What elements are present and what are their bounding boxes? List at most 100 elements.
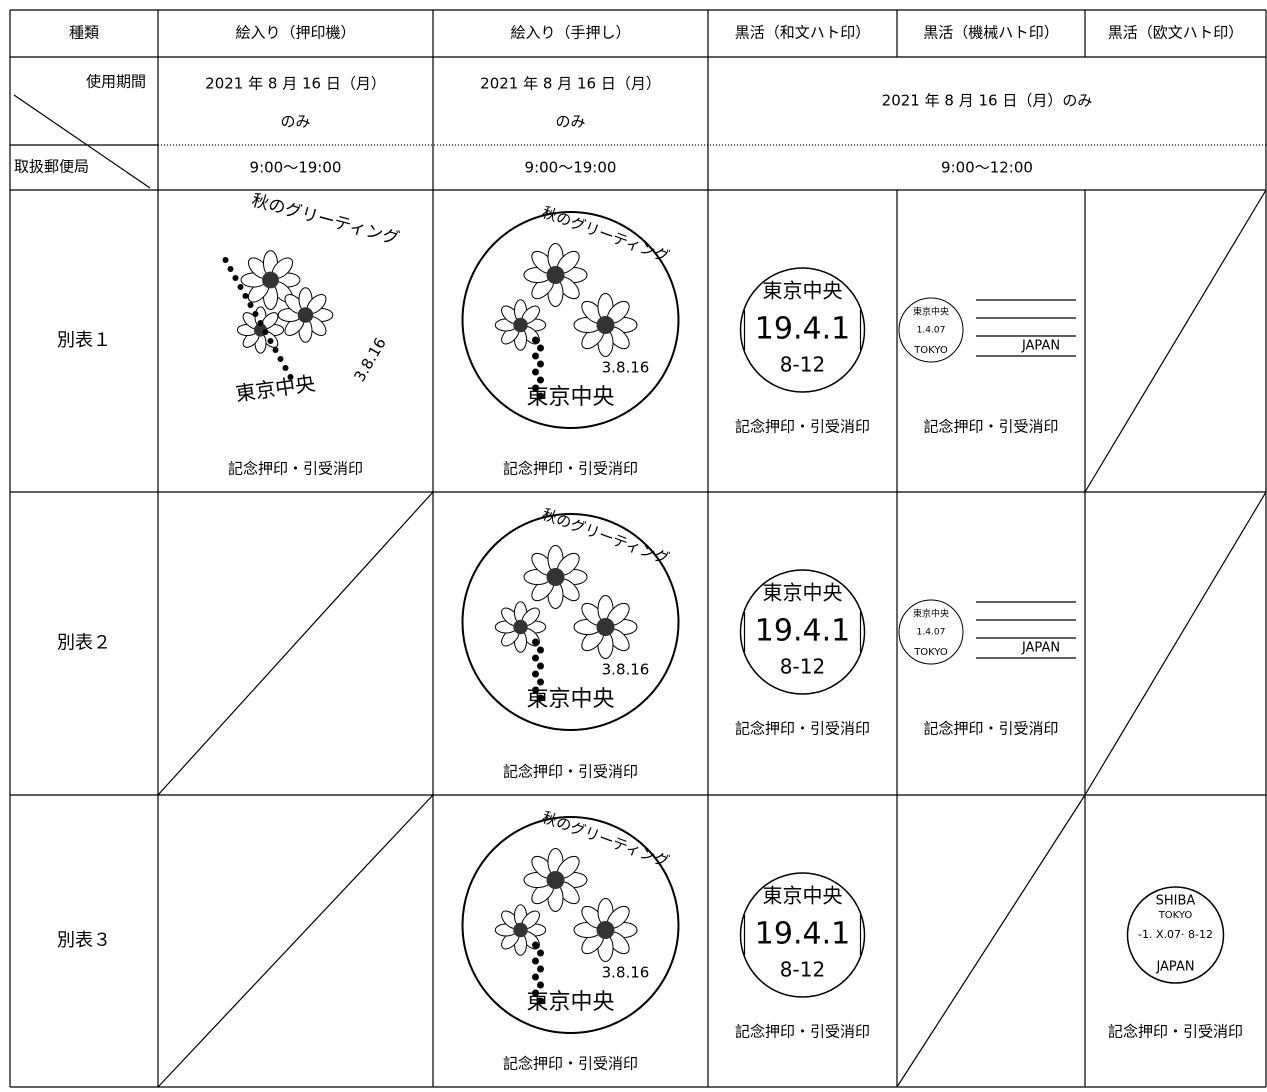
- header-text: 絵入り（手押し）: [510, 24, 630, 42]
- cell-text: 3.8.16: [602, 964, 650, 982]
- flower-center: [297, 307, 314, 323]
- cell-text: JAPAN: [1021, 339, 1060, 354]
- berry: [252, 311, 259, 317]
- flower-center: [513, 619, 528, 635]
- cell-text: 19.4.1: [755, 614, 850, 649]
- cell-text: 8-12: [780, 353, 825, 377]
- berry: [537, 965, 544, 973]
- berry: [537, 360, 544, 368]
- hours-text: 9:00〜12:00: [941, 159, 1033, 177]
- berry: [247, 302, 254, 308]
- flower-center: [546, 266, 565, 284]
- header-text: 黒活（機械ハト印）: [923, 24, 1058, 42]
- berry: [532, 989, 539, 997]
- caption: 記念押印・引受消印: [735, 720, 870, 738]
- machine-stamp: 東京中央 1.4.07 TOKYO JAPAN: [898, 297, 1076, 363]
- berry: [532, 654, 539, 662]
- empty-diagonal: [157, 794, 434, 1088]
- berry: [532, 336, 539, 344]
- cell-text: 東京中央: [526, 385, 614, 410]
- berry: [532, 957, 539, 965]
- stamp-ring: [461, 513, 680, 731]
- cell-text: 8-12: [780, 655, 825, 679]
- flower-center: [596, 316, 615, 334]
- cell-text: JAPAN: [1155, 960, 1194, 975]
- berry: [287, 374, 294, 380]
- berry: [257, 320, 264, 326]
- cell-text: 東京中央: [234, 371, 317, 406]
- period-text: のみ: [280, 113, 310, 131]
- berry: [242, 293, 249, 299]
- caption: 記念押印・引受消印: [923, 720, 1058, 738]
- machine-stamp: 東京中央 1.4.07 TOKYO JAPAN: [898, 599, 1076, 665]
- cell-text: SHIBA: [1156, 894, 1196, 909]
- caption: 記念押印・引受消印: [228, 460, 363, 478]
- cell-text: 東京中央: [763, 884, 843, 908]
- berry: [537, 646, 544, 654]
- cell-text: 19.4.1: [755, 312, 850, 347]
- stamp-ring: [461, 211, 680, 429]
- cell-text: 東京中央: [526, 990, 614, 1015]
- berry: [237, 284, 244, 290]
- berry: [532, 941, 539, 949]
- period-text: 2021 年 8 月 16 日（月）のみ: [882, 92, 1093, 110]
- stamp-ring: [898, 599, 964, 665]
- header-text: 絵入り（押印機）: [235, 24, 355, 42]
- wabun-stamp: 東京中央 19.4.1 8-12: [739, 267, 866, 393]
- berry: [262, 329, 269, 335]
- berry: [532, 384, 539, 392]
- header-text: 黒活（和文ハト印）: [735, 24, 870, 42]
- stamp-ring: [739, 569, 866, 695]
- berry: [537, 344, 544, 352]
- cell-text: 3.8.16: [350, 335, 389, 385]
- cell-text: 東京中央: [913, 306, 949, 318]
- berry: [537, 392, 544, 400]
- caption: 記念押印・引受消印: [735, 1023, 870, 1041]
- berry: [537, 694, 544, 702]
- cell-text: TOKYO: [1158, 910, 1193, 921]
- flower-center: [262, 271, 279, 289]
- stamp-ring: [739, 267, 866, 393]
- caption: 記念押印・引受消印: [503, 1055, 638, 1073]
- hours-text: 9:00〜19:00: [250, 159, 342, 177]
- corner-label: 取扱郵便局: [14, 158, 89, 176]
- corner-label: 使用期間: [86, 73, 146, 91]
- row-label: 別表２: [57, 633, 111, 654]
- row-label: 別表１: [57, 330, 111, 351]
- flower-center: [596, 618, 615, 636]
- berry: [222, 257, 229, 263]
- berry: [532, 638, 539, 646]
- empty-diagonal: [157, 491, 434, 796]
- caption: 記念押印・引受消印: [503, 763, 638, 781]
- cell-text: TOKYO: [913, 647, 948, 658]
- berry: [537, 949, 544, 957]
- period-text: のみ: [555, 113, 585, 131]
- wabun-stamp: 東京中央 19.4.1 8-12: [739, 872, 866, 998]
- period-text: 2021 年 8 月 16 日（月）: [205, 75, 386, 93]
- berry: [282, 365, 289, 371]
- cell-text: JAPAN: [1021, 641, 1060, 656]
- berry: [537, 678, 544, 686]
- berry: [532, 686, 539, 694]
- berry: [532, 670, 539, 678]
- cell-text: -1. X.07· 8-12: [1138, 928, 1213, 941]
- berry: [537, 981, 544, 989]
- flower-center: [513, 317, 528, 333]
- cell-text: 東京中央: [913, 608, 949, 620]
- berry: [277, 356, 284, 362]
- berry: [532, 973, 539, 981]
- period-text: 2021 年 8 月 16 日（月）: [480, 75, 661, 93]
- cell-text: 1.4.07: [917, 326, 946, 336]
- stamp-ring: [898, 297, 964, 363]
- header-text: 種類: [69, 24, 99, 42]
- flower-center: [596, 921, 615, 939]
- cell-text: 1.4.07: [917, 628, 946, 638]
- cell-text: 東京中央: [763, 279, 843, 303]
- cell-text: 19.4.1: [755, 917, 850, 952]
